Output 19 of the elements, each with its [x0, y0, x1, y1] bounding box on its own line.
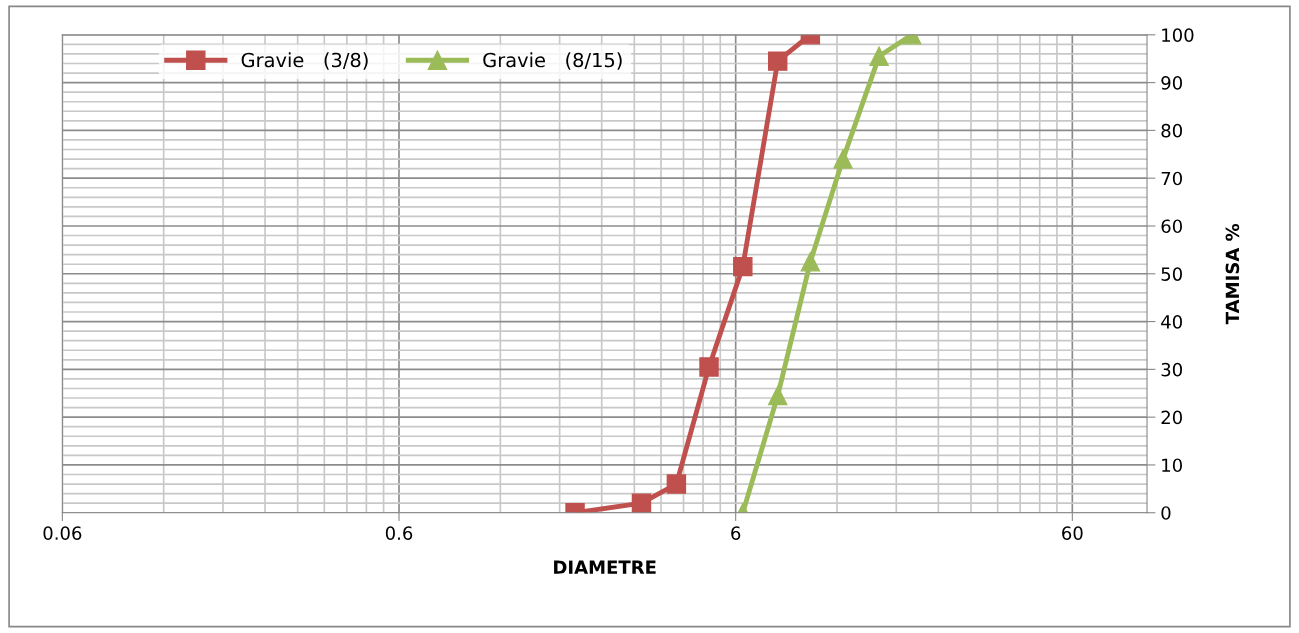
y-tick-label: 70: [1161, 171, 1182, 186]
x-axis-title: DIAMETRE: [554, 560, 656, 574]
y-tick-label: 90: [1161, 76, 1182, 90]
y-tick-label: 50: [1161, 267, 1182, 281]
legend-label: Gravie (8/15): [483, 52, 622, 70]
y-tick-label: 10: [1162, 458, 1182, 473]
y-tick-label: 20: [1161, 410, 1182, 425]
y-tick-label: 80: [1161, 123, 1182, 138]
x-tick-label: 60: [1062, 526, 1083, 540]
legend-label: Gravie (3/8): [241, 52, 368, 70]
y-axis-title: TAMISA %: [1225, 223, 1240, 325]
y-tick-label: 40: [1161, 315, 1182, 329]
y-tick-label: 0: [1161, 506, 1171, 520]
x-tick-label: 0.6: [385, 526, 413, 540]
y-tick-label: 30: [1161, 362, 1182, 377]
x-tick-label: 0.06: [43, 526, 82, 540]
y-tick-label: 100: [1162, 28, 1194, 42]
x-tick-label: 6: [731, 526, 741, 540]
y-tick-label: 60: [1161, 219, 1182, 234]
